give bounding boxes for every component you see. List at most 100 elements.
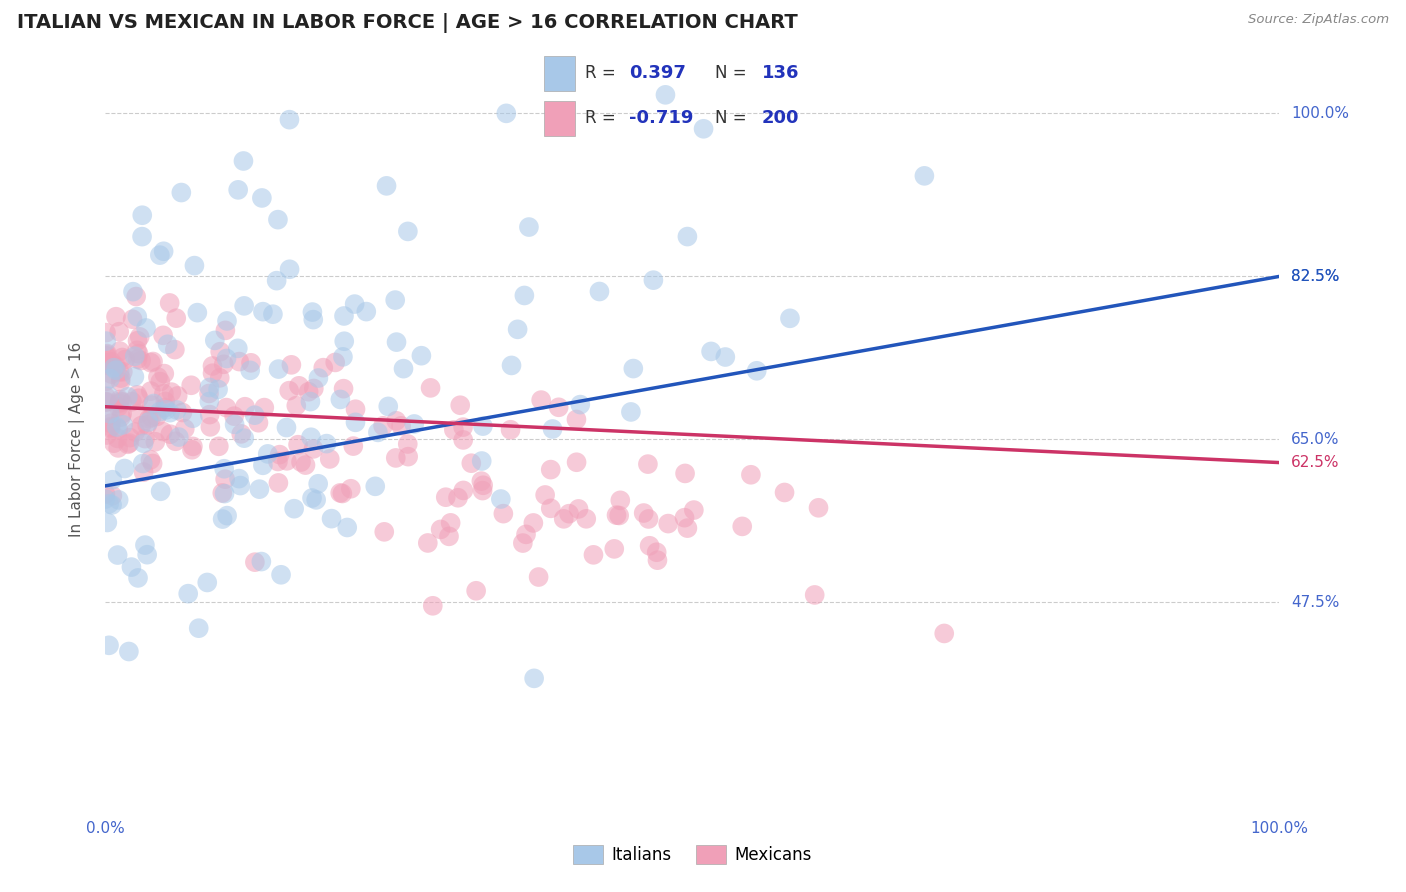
Point: [301, 305, 323, 319]
Point: [588, 285, 610, 299]
Point: [247, 482, 270, 496]
Point: [278, 384, 301, 398]
Point: [384, 293, 406, 307]
Point: [499, 423, 522, 437]
Point: [250, 555, 273, 569]
Point: [367, 425, 389, 440]
Point: [307, 371, 329, 385]
Point: [567, 502, 589, 516]
Point: [673, 510, 696, 524]
Point: [232, 153, 254, 168]
Point: [211, 512, 233, 526]
Point: [127, 388, 149, 402]
Point: [212, 461, 235, 475]
Point: [114, 352, 136, 367]
Point: [336, 520, 359, 534]
Point: [111, 417, 134, 432]
Point: [96, 353, 118, 368]
Point: [329, 392, 352, 407]
Point: [143, 434, 166, 449]
Point: [513, 288, 536, 302]
Point: [153, 401, 176, 415]
Point: [139, 384, 162, 398]
Point: [120, 560, 142, 574]
Point: [252, 304, 274, 318]
Point: [207, 383, 229, 397]
Point: [146, 370, 169, 384]
Point: [575, 512, 598, 526]
Point: [603, 541, 626, 556]
Point: [453, 483, 475, 498]
Point: [198, 394, 221, 409]
Point: [209, 344, 232, 359]
Legend: Italians, Mexicans: Italians, Mexicans: [567, 838, 818, 871]
Point: [540, 501, 562, 516]
Point: [437, 529, 460, 543]
Point: [128, 330, 150, 344]
Point: [740, 467, 762, 482]
Point: [779, 311, 801, 326]
Point: [312, 360, 335, 375]
Text: -0.719: -0.719: [630, 110, 693, 128]
Point: [267, 454, 290, 468]
Point: [553, 512, 575, 526]
Point: [170, 186, 193, 200]
Point: [117, 437, 139, 451]
Point: [471, 454, 494, 468]
Point: [523, 671, 546, 685]
Point: [501, 359, 523, 373]
Point: [118, 436, 141, 450]
Point: [470, 474, 492, 488]
Text: 47.5%: 47.5%: [1291, 595, 1340, 610]
Point: [201, 366, 224, 380]
Point: [94, 375, 117, 389]
Point: [159, 296, 181, 310]
Point: [451, 433, 474, 447]
Point: [128, 346, 150, 360]
Point: [637, 512, 659, 526]
Point: [96, 516, 118, 530]
Point: [489, 491, 512, 506]
Point: [233, 431, 256, 445]
Point: [288, 379, 311, 393]
Point: [121, 312, 143, 326]
Point: [111, 365, 134, 379]
Point: [278, 112, 301, 127]
Point: [384, 450, 406, 465]
Point: [807, 500, 830, 515]
Point: [96, 428, 118, 442]
Point: [471, 419, 494, 434]
Point: [124, 349, 146, 363]
Point: [110, 410, 132, 425]
Point: [373, 524, 395, 539]
Point: [682, 503, 704, 517]
Text: 65.0%: 65.0%: [1291, 432, 1340, 447]
Point: [332, 350, 354, 364]
Point: [609, 493, 631, 508]
Point: [187, 621, 209, 635]
Point: [131, 208, 153, 222]
Point: [307, 476, 329, 491]
Point: [773, 485, 796, 500]
Point: [512, 536, 534, 550]
Text: 100.0%: 100.0%: [1291, 106, 1350, 121]
Point: [250, 191, 273, 205]
Point: [440, 516, 463, 530]
Point: [558, 507, 581, 521]
Point: [714, 350, 737, 364]
Point: [142, 457, 165, 471]
Point: [152, 328, 174, 343]
Point: [343, 297, 366, 311]
Point: [332, 382, 354, 396]
Point: [344, 402, 367, 417]
Point: [134, 432, 156, 446]
Point: [208, 439, 231, 453]
Point: [329, 486, 352, 500]
Point: [270, 567, 292, 582]
Point: [252, 458, 274, 473]
Point: [103, 360, 125, 375]
Point: [515, 527, 537, 541]
Point: [285, 399, 308, 413]
Point: [803, 588, 825, 602]
Point: [700, 344, 723, 359]
